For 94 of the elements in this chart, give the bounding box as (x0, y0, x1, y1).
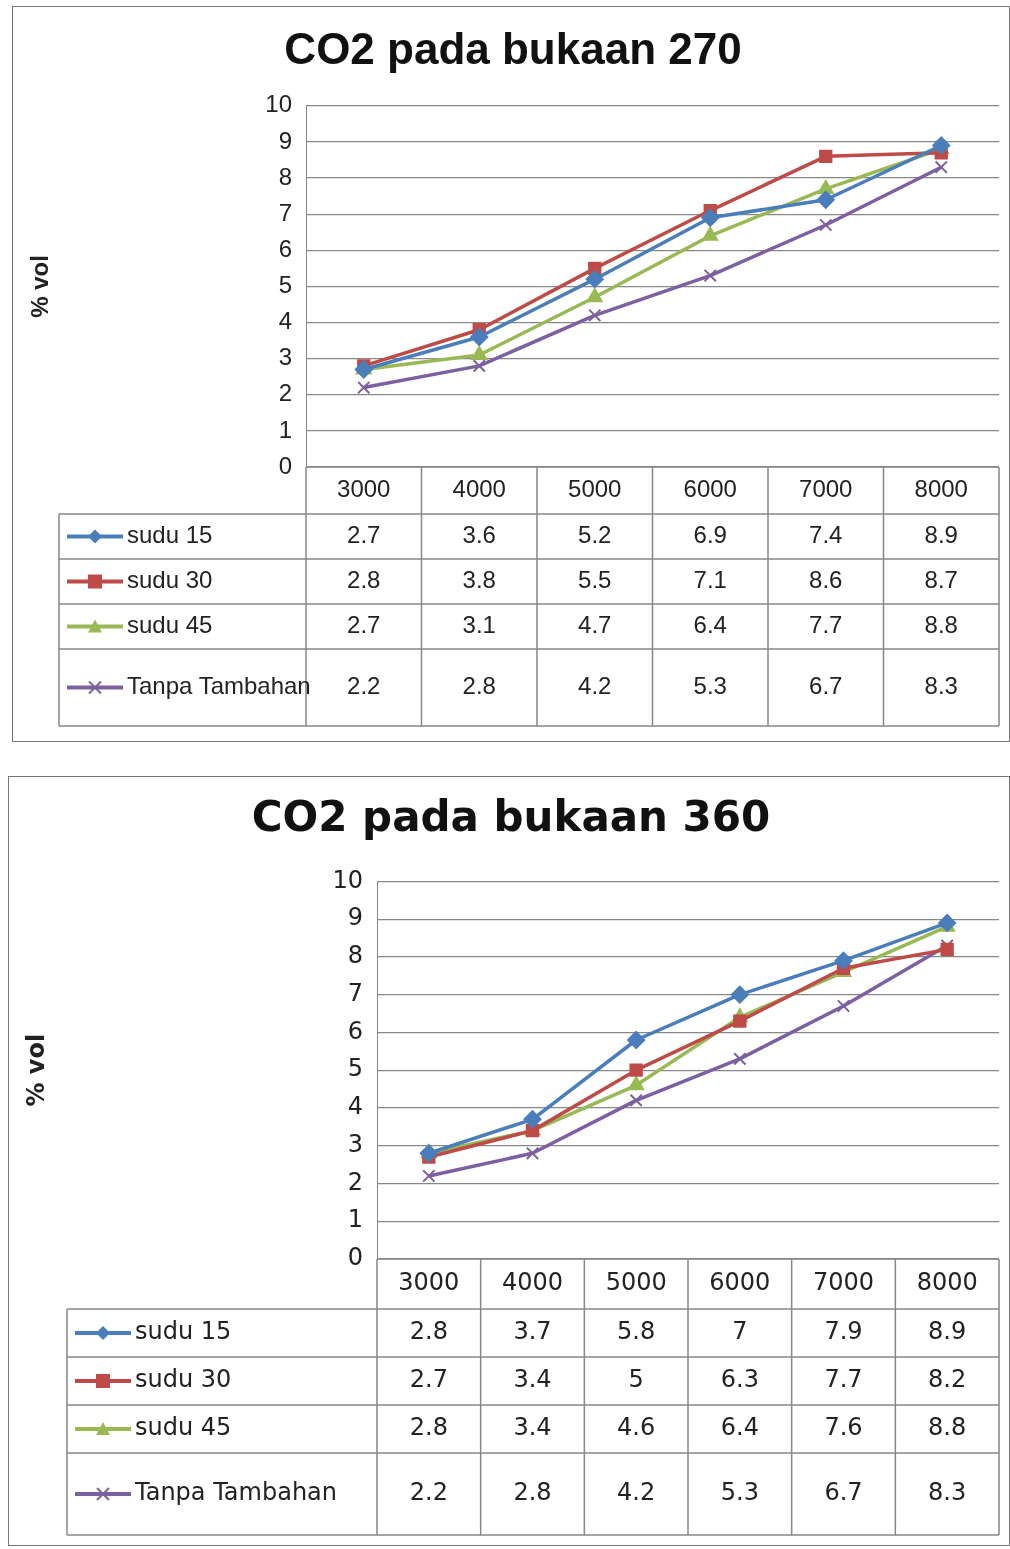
chart-title: CO2 pada bukaan 360 (251, 792, 771, 842)
data-label: 3.4 (513, 1413, 552, 1442)
data-label: 3.7 (513, 1317, 552, 1346)
legend-label: sudu 30 (135, 1365, 232, 1394)
data-label: 6.3 (720, 1365, 759, 1394)
data-label: 2.7 (347, 611, 381, 639)
data-label: 3.6 (462, 521, 496, 549)
data-label: 2.8 (513, 1478, 552, 1507)
y-tick-label: 6 (347, 1016, 363, 1045)
y-tick-label: 2 (278, 379, 292, 407)
x-tick-label: 8000 (914, 475, 968, 503)
data-label: 4.6 (617, 1413, 656, 1442)
y-tick-label: 5 (278, 271, 292, 299)
x-tick-label: 7000 (812, 1268, 875, 1297)
data-label: 7.9 (824, 1317, 863, 1346)
data-label: 2.8 (409, 1317, 448, 1346)
y-tick-label: 3 (278, 343, 292, 371)
y-tick-label: 9 (278, 126, 292, 154)
y-tick-label: 7 (347, 978, 363, 1007)
data-label: 8.3 (924, 672, 958, 700)
y-tick-label: 7 (278, 198, 292, 226)
data-label: 5.2 (578, 521, 612, 549)
data-label: 6.4 (720, 1413, 759, 1442)
x-tick-label: 5000 (568, 475, 622, 503)
data-label: 5.8 (617, 1317, 656, 1346)
data-label: 8.9 (928, 1317, 967, 1346)
data-label: 8.7 (924, 566, 958, 594)
data-label: 5 (628, 1365, 644, 1394)
x-tick-label: 4000 (452, 475, 506, 503)
y-axis-title: % vol (26, 255, 54, 318)
legend-label: sudu 45 (127, 611, 213, 639)
y-tick-label: 0 (347, 1243, 363, 1272)
data-label: 8.9 (924, 521, 958, 549)
data-label: 2.2 (347, 672, 381, 700)
x-tick-label: 6000 (683, 475, 737, 503)
data-label: 6.7 (809, 672, 843, 700)
legend-label: sudu 15 (127, 521, 213, 549)
data-label: 5.3 (693, 672, 727, 700)
data-label: 2.8 (409, 1413, 448, 1442)
data-label: 6.9 (693, 521, 727, 549)
data-label: 2.2 (409, 1478, 448, 1507)
y-tick-label: 4 (347, 1092, 363, 1121)
data-label: 8.2 (928, 1365, 967, 1394)
data-label: 8.8 (924, 611, 958, 639)
y-tick-label: 9 (347, 903, 363, 932)
data-label: 8.8 (928, 1413, 967, 1442)
data-label: 7 (732, 1317, 748, 1346)
data-label: 6.7 (824, 1478, 863, 1507)
data-label: 7.7 (809, 611, 843, 639)
y-tick-label: 3 (347, 1129, 363, 1158)
x-tick-label: 7000 (799, 475, 853, 503)
y-tick-label: 8 (347, 941, 363, 970)
data-label: 4.2 (617, 1478, 656, 1507)
data-label: 7.1 (693, 566, 727, 594)
x-tick-label: 4000 (501, 1268, 564, 1297)
legend-label: sudu 15 (135, 1317, 232, 1346)
data-label: 2.8 (347, 566, 381, 594)
chart-title: CO2 pada bukaan 270 (284, 23, 742, 73)
data-label: 5.3 (720, 1478, 759, 1507)
y-tick-label: 0 (278, 451, 292, 479)
y-tick-label: 2 (347, 1167, 363, 1196)
data-label: 6.4 (693, 611, 727, 639)
x-tick-label: 3000 (398, 1268, 460, 1297)
legend-label: sudu 30 (127, 566, 213, 594)
data-label: 7.6 (824, 1413, 863, 1442)
y-tick-label: 1 (347, 1205, 363, 1234)
data-label: 7.7 (824, 1365, 863, 1394)
data-label: 2.8 (462, 672, 496, 700)
legend-label: Tanpa Tambahan (134, 1478, 338, 1507)
data-label: 7.4 (809, 521, 843, 549)
data-label: 2.7 (409, 1365, 448, 1394)
data-label: 5.5 (578, 566, 612, 594)
y-tick-label: 10 (265, 90, 292, 118)
y-axis-title: % vol (21, 1033, 50, 1107)
y-tick-label: 4 (278, 307, 292, 335)
y-tick-label: 5 (347, 1054, 363, 1083)
x-tick-label: 6000 (709, 1268, 771, 1297)
data-label: 8.6 (809, 566, 843, 594)
legend-label: Tanpa Tambahan (127, 672, 311, 700)
x-tick-label: 3000 (337, 475, 391, 503)
data-label: 3.4 (513, 1365, 552, 1394)
y-tick-label: 8 (278, 162, 292, 190)
x-tick-label: 5000 (605, 1268, 667, 1297)
data-label: 4.7 (578, 611, 612, 639)
data-label: 3.1 (462, 611, 496, 639)
y-tick-label: 6 (278, 234, 292, 262)
data-label: 2.7 (347, 521, 381, 549)
x-tick-label: 8000 (916, 1268, 978, 1297)
data-label: 4.2 (578, 672, 612, 700)
y-tick-label: 10 (332, 865, 363, 894)
data-label: 3.8 (462, 566, 496, 594)
legend-label: sudu 45 (135, 1413, 232, 1442)
data-label: 8.3 (928, 1478, 967, 1507)
y-tick-label: 1 (278, 415, 292, 443)
